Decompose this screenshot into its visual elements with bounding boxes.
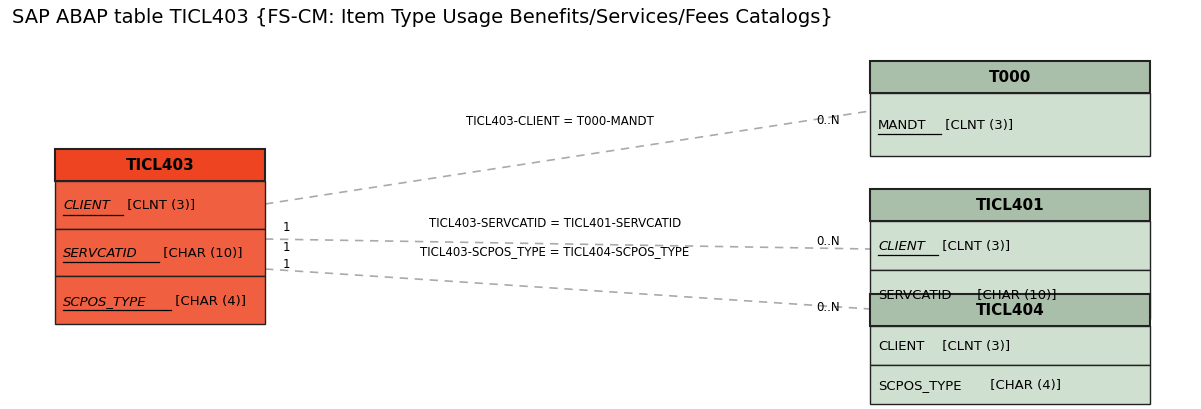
Text: CLIENT: CLIENT — [878, 339, 925, 352]
Text: 0..N: 0..N — [817, 301, 839, 314]
Text: TICL403-CLIENT = T000-MANDT: TICL403-CLIENT = T000-MANDT — [466, 115, 653, 128]
Text: [CLNT (3)]: [CLNT (3)] — [124, 199, 196, 212]
Text: T000: T000 — [988, 70, 1032, 85]
FancyBboxPatch shape — [870, 294, 1151, 326]
Text: 0..N: 0..N — [817, 113, 839, 126]
FancyBboxPatch shape — [870, 365, 1151, 404]
Text: [CHAR (4)]: [CHAR (4)] — [986, 378, 1060, 391]
Text: MANDT: MANDT — [878, 119, 926, 132]
Text: [CHAR (10)]: [CHAR (10)] — [973, 288, 1057, 301]
FancyBboxPatch shape — [55, 229, 265, 276]
Text: TICL404: TICL404 — [975, 303, 1045, 318]
FancyBboxPatch shape — [870, 326, 1151, 365]
Text: TICL403-SERVCATID = TICL401-SERVCATID: TICL403-SERVCATID = TICL401-SERVCATID — [429, 216, 681, 229]
Text: SCPOS_TYPE: SCPOS_TYPE — [878, 378, 962, 391]
Text: SAP ABAP table TICL403 {FS-CM: Item Type Usage Benefits/Services/Fees Catalogs}: SAP ABAP table TICL403 {FS-CM: Item Type… — [12, 8, 832, 27]
FancyBboxPatch shape — [870, 270, 1151, 319]
Text: SERVCATID: SERVCATID — [878, 288, 951, 301]
Text: CLIENT: CLIENT — [878, 239, 925, 252]
Text: TICL403-SCPOS_TYPE = TICL404-SCPOS_TYPE: TICL403-SCPOS_TYPE = TICL404-SCPOS_TYPE — [420, 245, 689, 257]
FancyBboxPatch shape — [870, 221, 1151, 270]
FancyBboxPatch shape — [55, 150, 265, 182]
Text: CLIENT: CLIENT — [62, 199, 109, 212]
Text: 0..N: 0..N — [817, 235, 839, 248]
Text: SERVCATID: SERVCATID — [62, 246, 138, 259]
FancyBboxPatch shape — [870, 62, 1151, 94]
Text: 1: 1 — [283, 221, 291, 234]
Text: [CLNT (3)]: [CLNT (3)] — [940, 119, 1012, 132]
FancyBboxPatch shape — [55, 276, 265, 324]
Text: 1: 1 — [283, 241, 291, 254]
FancyBboxPatch shape — [870, 94, 1151, 157]
Text: TICL401: TICL401 — [975, 198, 1045, 213]
Text: [CHAR (4)]: [CHAR (4)] — [171, 294, 246, 307]
FancyBboxPatch shape — [55, 182, 265, 229]
Text: 1: 1 — [283, 258, 291, 271]
Text: TICL403: TICL403 — [126, 158, 195, 173]
Text: [CHAR (10)]: [CHAR (10)] — [160, 246, 243, 259]
Text: [CLNT (3)]: [CLNT (3)] — [938, 239, 1010, 252]
FancyBboxPatch shape — [870, 189, 1151, 221]
Text: SCPOS_TYPE: SCPOS_TYPE — [62, 294, 147, 307]
Text: [CLNT (3)]: [CLNT (3)] — [938, 339, 1010, 352]
